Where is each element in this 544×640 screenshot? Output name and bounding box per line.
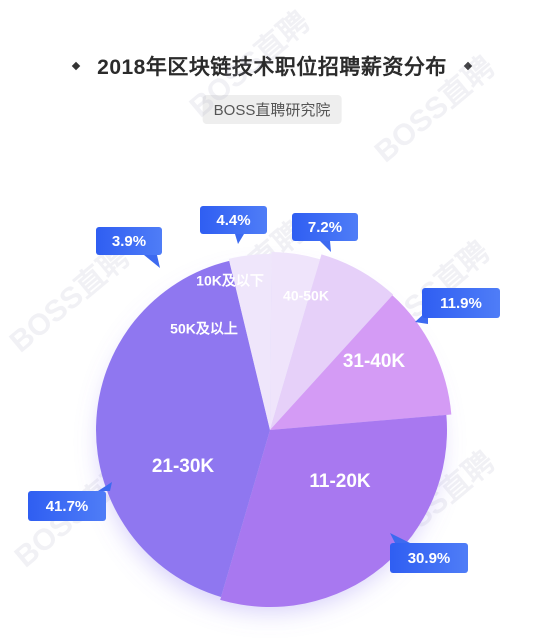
percent-callout xyxy=(422,288,500,318)
percent-label: 11.9% xyxy=(440,295,482,312)
callout-pointer xyxy=(390,533,410,543)
slice-label: 11-20K xyxy=(309,471,371,492)
title-row: 2018年区块链技术职位招聘薪资分布 xyxy=(0,50,544,82)
slice-label: 31-40K xyxy=(343,351,406,372)
percent-label: 7.2% xyxy=(308,219,342,236)
percent-label: 4.4% xyxy=(216,212,250,229)
pie-slice xyxy=(270,252,321,430)
pie-slice xyxy=(228,254,272,430)
slice-label: 21-30K xyxy=(152,456,215,477)
percent-label: 30.9% xyxy=(408,550,451,567)
slice-label: 40-50K xyxy=(283,288,329,304)
callout-pointer xyxy=(98,482,112,491)
callout-pointer xyxy=(144,255,160,268)
percent-label: 41.7% xyxy=(46,498,89,515)
slice-label: 10K及以下 xyxy=(196,273,264,289)
pie-slice xyxy=(96,260,270,597)
slice-label: 50K及以上 xyxy=(170,321,238,337)
source-badge: BOSS直聘研究院 xyxy=(202,95,342,124)
callout-pointer xyxy=(235,234,244,244)
callout-pointer xyxy=(320,241,331,252)
percent-callout xyxy=(390,543,468,573)
chart-title: 2018年区块链技术职位招聘薪资分布 xyxy=(97,56,447,79)
pie-slice xyxy=(270,295,452,430)
percent-callout xyxy=(28,491,106,521)
pie-slice xyxy=(270,254,394,430)
percent-label: 3.9% xyxy=(112,233,146,250)
percent-callout xyxy=(200,206,267,234)
percent-callout xyxy=(96,227,162,255)
percent-callout xyxy=(292,213,358,241)
